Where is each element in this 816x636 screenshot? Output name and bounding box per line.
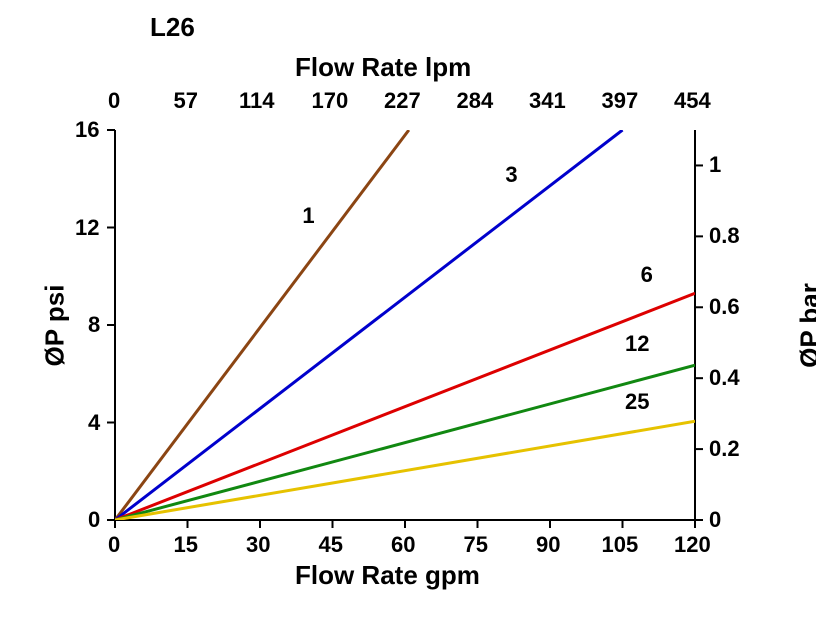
series-label: 1: [302, 203, 314, 229]
x-bottom-tick-label: 60: [391, 532, 415, 558]
series-line: [115, 421, 695, 520]
y-right-tick-label: 0.4: [709, 365, 740, 391]
y-right-tick-label: 0.6: [709, 294, 740, 320]
series-line: [115, 365, 695, 520]
x-bottom-tick-label: 105: [602, 532, 639, 558]
y-left-tick-label: 8: [88, 312, 100, 338]
x-bottom-tick-label: 45: [319, 532, 343, 558]
x-top-tick-label: 57: [174, 88, 198, 114]
x-bottom-tick-label: 75: [464, 532, 488, 558]
x-bottom-tick-label: 15: [174, 532, 198, 558]
x-top-tick-label: 227: [384, 88, 421, 114]
y-right-tick-label: 0.2: [709, 436, 740, 462]
x-bottom-tick-label: 120: [674, 532, 711, 558]
series-label: 6: [641, 262, 653, 288]
y-right-tick-label: 1: [709, 152, 721, 178]
chart-container: { "chart": { "type": "line", "title": "L…: [0, 0, 816, 636]
series-line: [115, 130, 623, 520]
x-top-tick-label: 284: [457, 88, 494, 114]
y-right-tick-label: 0.8: [709, 223, 740, 249]
series-label: 3: [505, 162, 517, 188]
x-top-tick-label: 114: [239, 88, 275, 114]
x-bottom-tick-label: 0: [108, 532, 120, 558]
x-top-tick-label: 397: [602, 88, 639, 114]
y-left-tick-label: 4: [88, 410, 100, 436]
x-top-tick-label: 341: [529, 88, 566, 114]
x-bottom-tick-label: 90: [536, 532, 560, 558]
series-label: 12: [625, 331, 649, 357]
y-right-tick-label: 0: [709, 507, 721, 533]
x-top-tick-label: 454: [674, 88, 711, 114]
y-left-tick-label: 16: [75, 117, 99, 143]
x-top-tick-label: 0: [108, 88, 120, 114]
y-left-tick-label: 12: [75, 215, 99, 241]
series-label: 25: [625, 389, 649, 415]
x-bottom-tick-label: 30: [246, 532, 270, 558]
x-top-tick-label: 170: [312, 88, 349, 114]
y-left-tick-label: 0: [88, 507, 100, 533]
